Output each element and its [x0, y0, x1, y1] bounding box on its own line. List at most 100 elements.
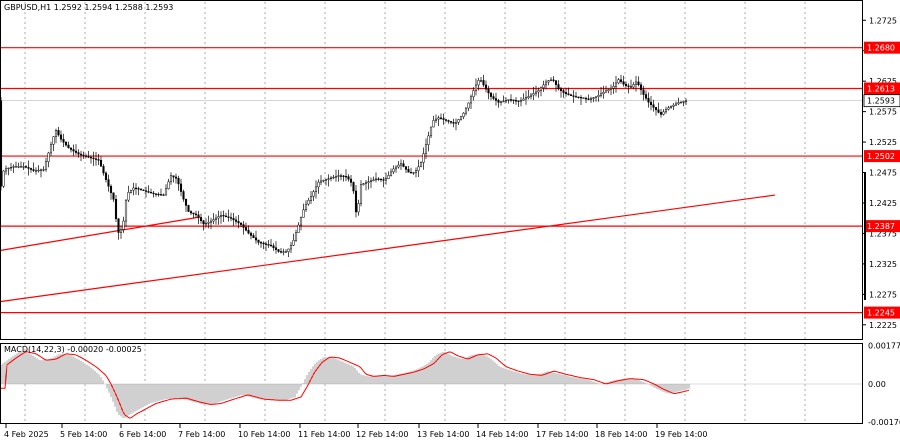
- candle-body: [449, 121, 453, 123]
- price-panel: [0, 47, 862, 314]
- candle-body: [144, 190, 148, 192]
- candle-body: [642, 89, 645, 95]
- chart-grid: [24, 2, 806, 424]
- candle-body: [87, 156, 90, 158]
- macd-title: MACD(14,22,3) -0.00020 -0.00025: [4, 345, 142, 354]
- y-tick-label: 1.2225: [869, 321, 897, 330]
- candle-body: [314, 186, 318, 192]
- candle-body: [567, 93, 570, 96]
- candle-body: [669, 106, 673, 108]
- trend-line: [0, 216, 201, 252]
- candle-body: [202, 220, 205, 225]
- x-tick-label: 18 Feb 14:00: [595, 430, 647, 439]
- x-tick-label: 5 Feb 14:00: [60, 430, 107, 439]
- candle-body: [167, 181, 170, 190]
- candle-body: [304, 203, 308, 211]
- candle-body: [419, 162, 423, 168]
- candle-body: [557, 84, 560, 89]
- candle-body: [234, 219, 238, 222]
- candle-body: [397, 164, 400, 168]
- candle-body: [639, 84, 643, 91]
- level-label-text: 1.2245: [867, 309, 895, 318]
- candle-body: [664, 109, 668, 113]
- candle-body: [284, 251, 288, 253]
- candle-body: [507, 99, 510, 101]
- candle-body: [117, 218, 120, 233]
- candle-body: [139, 188, 143, 191]
- candle-body: [387, 175, 390, 179]
- candle-body: [174, 176, 178, 179]
- candle-body: [42, 169, 45, 171]
- candle-body: [4, 168, 8, 172]
- candle-body: [102, 166, 105, 174]
- candle-body: [149, 191, 153, 194]
- candle-body: [339, 175, 343, 177]
- candle-body: [474, 84, 478, 91]
- candle-body: [319, 180, 323, 183]
- candle-body: [69, 147, 73, 150]
- candle-body: [229, 217, 233, 219]
- candle-body: [94, 158, 98, 160]
- candle-body: [19, 166, 23, 168]
- candle-body: [292, 240, 295, 246]
- current-price-box: [863, 94, 900, 108]
- candle-body: [32, 169, 35, 171]
- candle-body: [494, 98, 498, 101]
- candle-body: [62, 139, 65, 143]
- candle-body: [609, 87, 613, 90]
- candle-body: [262, 242, 265, 245]
- candle-body: [2, 170, 5, 187]
- candle-body: [414, 170, 418, 173]
- candle-body: [77, 152, 80, 155]
- candle-body: [277, 249, 280, 252]
- candle-body: [579, 97, 583, 99]
- candle-body: [379, 178, 383, 181]
- level-label-text: 1.2613: [867, 84, 895, 93]
- candle-body: [619, 79, 623, 82]
- candle-body: [282, 251, 285, 253]
- candle-body: [632, 84, 635, 88]
- candle-body: [114, 199, 118, 220]
- candle-body: [352, 182, 355, 192]
- candle-body: [57, 130, 60, 136]
- candle-body: [59, 134, 63, 140]
- candle-body: [189, 211, 193, 214]
- candle-body: [132, 187, 135, 191]
- candle-body: [662, 111, 665, 115]
- candle-body: [497, 100, 500, 103]
- macd-y-tick-label: 0.00: [868, 380, 886, 389]
- candle-body: [499, 101, 503, 103]
- candle-body: [649, 101, 653, 106]
- candle-body: [17, 166, 20, 168]
- candle-body: [654, 107, 658, 111]
- candle-body: [487, 88, 490, 94]
- candle-body: [364, 182, 368, 184]
- candle-body: [29, 168, 33, 170]
- level-label-bg: [864, 220, 900, 233]
- candle-body: [252, 235, 255, 239]
- candle-body: [679, 101, 683, 104]
- candle-body: [142, 189, 145, 192]
- candle-body: [479, 80, 483, 82]
- candle-body: [294, 232, 298, 241]
- candle-body: [457, 119, 460, 123]
- x-tick-label: 10 Feb 14:00: [238, 430, 290, 439]
- candle-body: [589, 98, 593, 100]
- candle-body: [192, 212, 195, 215]
- candle-body: [317, 181, 320, 188]
- x-tick-label: 11 Feb 14:00: [298, 430, 350, 439]
- candle-body: [14, 166, 18, 168]
- candle-body: [194, 213, 198, 216]
- candle-body: [407, 169, 410, 173]
- candle-body: [452, 122, 455, 124]
- y-tick-label: 1.2725: [869, 16, 897, 25]
- y-tick-label: 1.2575: [869, 108, 897, 117]
- x-tick-label: 12 Feb 14:00: [356, 430, 408, 439]
- candle-body: [7, 167, 10, 170]
- candle-body: [52, 136, 55, 145]
- candle-body: [217, 216, 220, 219]
- candle-body: [532, 93, 535, 96]
- candle-body: [584, 97, 588, 100]
- candle-body: [64, 141, 68, 146]
